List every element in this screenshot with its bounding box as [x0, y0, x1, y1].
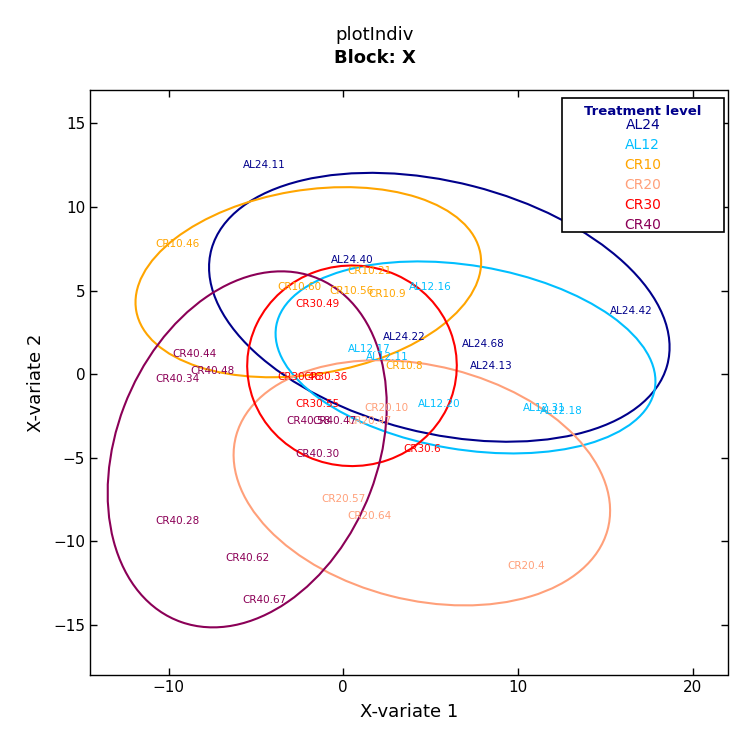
Text: CR20: CR20: [624, 178, 662, 192]
Text: CR10.8: CR10.8: [386, 361, 423, 370]
Text: CR40.62: CR40.62: [225, 553, 269, 563]
Text: AL24: AL24: [626, 118, 660, 132]
Text: CR30.36: CR30.36: [304, 373, 348, 382]
Text: CR20.47: CR20.47: [347, 416, 392, 426]
Text: CR30: CR30: [624, 198, 662, 212]
Text: AL12.31: AL12.31: [523, 403, 566, 412]
Text: AL12.20: AL12.20: [418, 399, 460, 410]
Text: AL24.40: AL24.40: [331, 256, 374, 266]
Text: AL12.18: AL12.18: [540, 406, 583, 416]
Text: AL12: AL12: [626, 138, 660, 152]
Text: CR40.47: CR40.47: [313, 416, 357, 426]
Y-axis label: X-variate 2: X-variate 2: [27, 333, 45, 432]
Text: CR30.6: CR30.6: [403, 444, 441, 454]
Text: CR40.34: CR40.34: [155, 374, 200, 384]
Bar: [562, 98, 724, 232]
Text: CR10.9: CR10.9: [368, 289, 406, 299]
Text: CR40.67: CR40.67: [242, 595, 286, 604]
Text: CR20.4: CR20.4: [508, 561, 545, 572]
Text: CR40.30: CR40.30: [295, 449, 339, 459]
Text: AL24.68: AL24.68: [461, 339, 504, 349]
Text: Block: X: Block: X: [334, 49, 416, 67]
Text: AL12.16: AL12.16: [410, 282, 452, 292]
Text: CR40.44: CR40.44: [172, 349, 217, 359]
Text: CR10.46: CR10.46: [155, 238, 200, 249]
Text: AL24.11: AL24.11: [243, 160, 286, 170]
Text: CR10.60: CR10.60: [278, 282, 322, 292]
Text: CR20.64: CR20.64: [347, 512, 392, 521]
Text: CR10: CR10: [624, 158, 662, 172]
Text: AL12.11: AL12.11: [365, 352, 408, 362]
Text: AL24.42: AL24.42: [610, 306, 652, 316]
Text: AL24.22: AL24.22: [383, 332, 426, 342]
X-axis label: X-variate 1: X-variate 1: [360, 704, 458, 722]
Text: CR40.58: CR40.58: [286, 416, 331, 426]
Text: AL24.13: AL24.13: [470, 361, 513, 370]
Text: CR40.48: CR40.48: [190, 366, 235, 376]
Text: CR20.10: CR20.10: [364, 403, 409, 412]
Text: CR30.55: CR30.55: [295, 399, 339, 410]
Text: CR40: CR40: [624, 218, 662, 232]
Text: AL12.17: AL12.17: [348, 344, 391, 354]
Text: CR30.46: CR30.46: [278, 373, 322, 382]
Text: CR10.21: CR10.21: [347, 266, 392, 275]
Text: Treatment level: Treatment level: [584, 105, 701, 118]
Text: plotIndiv: plotIndiv: [336, 26, 414, 44]
Text: CR10.56: CR10.56: [330, 286, 374, 296]
Text: CR30.49: CR30.49: [295, 299, 339, 309]
Text: CR40.28: CR40.28: [155, 516, 200, 526]
Text: CR20.57: CR20.57: [321, 494, 365, 505]
